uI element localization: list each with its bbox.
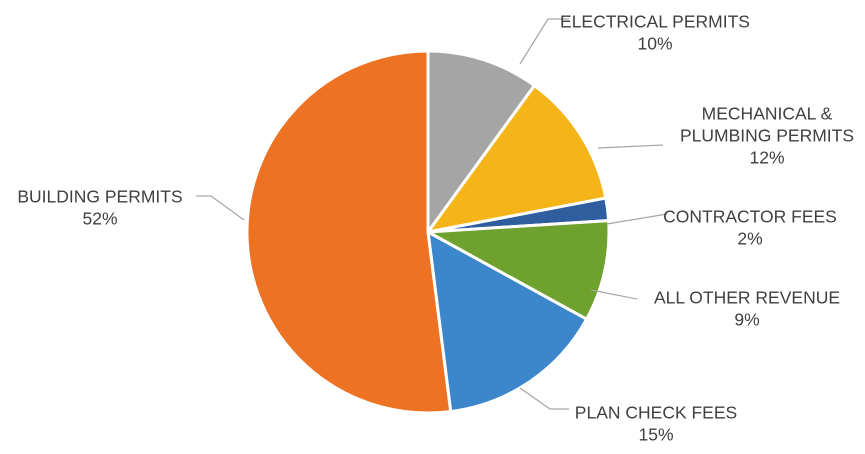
leader-line-all-other-revenue — [590, 289, 638, 300]
slice-category-label: CONTRACTOR FEES — [663, 207, 837, 227]
leader-line-plan-check-fees — [519, 387, 569, 410]
slice-percent-label: 15% — [638, 425, 673, 445]
slice-percent-label: 12% — [749, 148, 784, 168]
slice-category-label: ALL OTHER REVENUE — [654, 288, 840, 308]
slice-plan-check-fees — [426, 229, 589, 414]
leader-line-mechanical-and-plumbing-permits — [597, 144, 664, 149]
slice-building-permits — [245, 49, 453, 415]
slice-category-label: ELECTRICAL PERMITS — [560, 12, 750, 32]
slice-mechanical-and-plumbing-permits — [424, 83, 608, 235]
leader-line-electrical-permits — [519, 18, 569, 65]
slice-category-label: PLAN CHECK FEES — [575, 403, 737, 423]
leader-line-building-permits — [196, 195, 245, 221]
slice-category-label: BUILDING PERMITS — [17, 187, 182, 207]
slice-percent-label: 2% — [737, 229, 762, 249]
leader-line-contractor-fees — [606, 213, 668, 225]
slice-category-label: PLUMBING PERMITS — [680, 126, 854, 146]
slice-percent-label: 10% — [637, 34, 672, 54]
slice-percent-label: 9% — [734, 310, 759, 330]
leaders-layer — [196, 18, 668, 410]
slice-percent-label: 52% — [82, 209, 117, 229]
slices-layer — [245, 49, 611, 415]
slice-category-label: MECHANICAL & — [702, 104, 833, 124]
slice-electrical-permits — [426, 49, 537, 237]
